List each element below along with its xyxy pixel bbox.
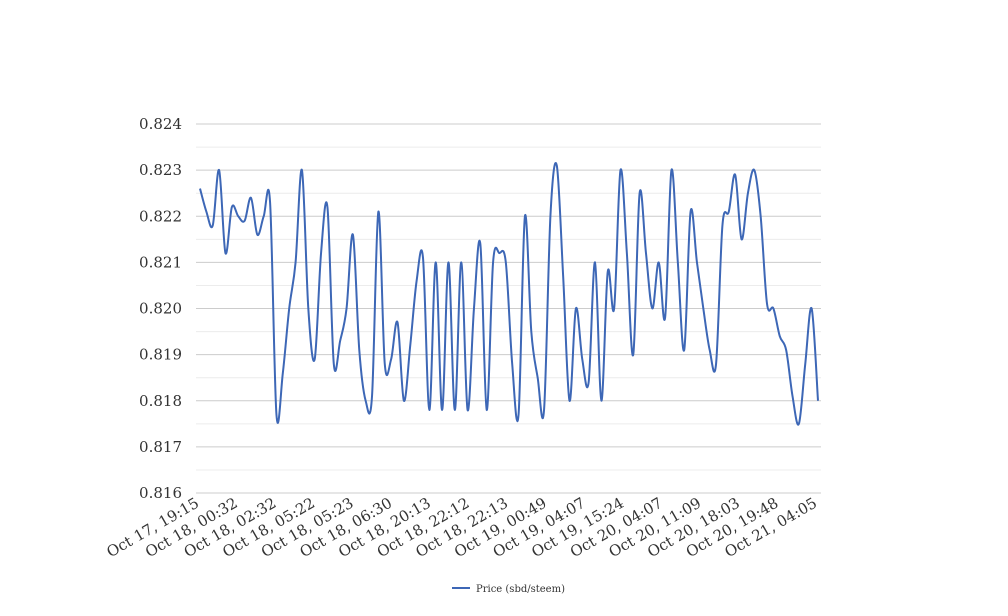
series-layer [199,162,819,426]
grid-lines [196,123,821,494]
legend-label: Price (sbd/steem) [476,584,565,595]
y-tick-label: 0.818 [139,392,182,410]
y-axis-tick-labels: 0.816 0.817 0.818 0.819 0.820 0.821 0.822 0.823… [139,115,182,502]
y-tick-label: 0.819 [139,346,182,364]
y-tick-label: 0.816 [139,484,182,502]
y-tick-label: 0.823 [139,161,182,179]
y-tick-label: 0.822 [139,207,182,225]
legend: Price (sbd/steem) [452,584,565,595]
y-tick-label: 0.817 [139,438,182,456]
y-tick-label: 0.820 [139,300,182,318]
y-tick-label: 0.821 [139,253,182,271]
y-tick-label: 0.824 [139,115,182,133]
series-line-price [199,162,819,426]
